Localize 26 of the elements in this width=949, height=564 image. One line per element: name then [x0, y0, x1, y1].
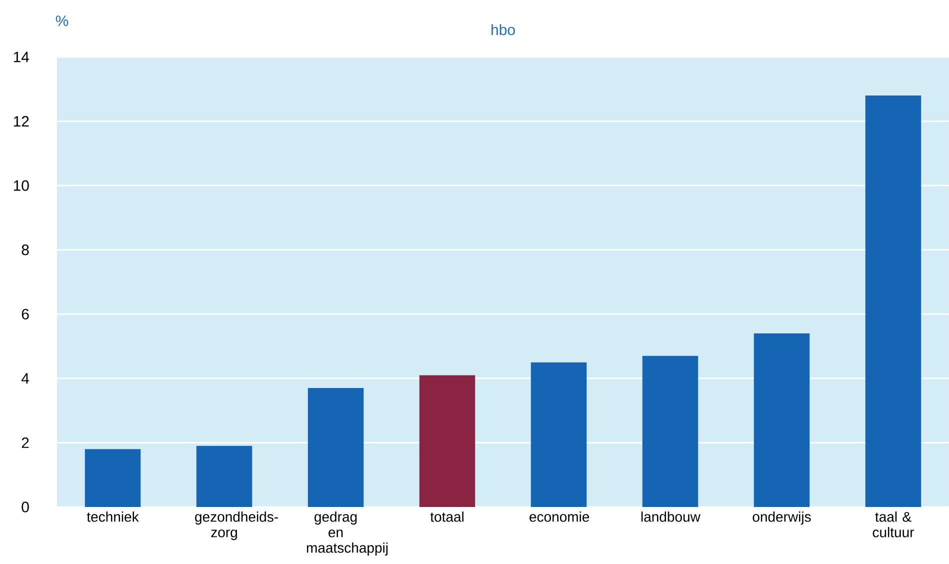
y-tick-label: 2 [22, 437, 29, 448]
y-tick-label: 6 [22, 308, 29, 320]
x-tick-label: totaal [430, 512, 464, 522]
x-tick-label: economie [530, 512, 590, 522]
bar [419, 375, 476, 507]
x-tick-label: gedrag en maatschappij [306, 512, 388, 556]
bar [642, 356, 698, 507]
y-tick-label: 12 [14, 116, 29, 127]
x-tick-label: onderwijs [752, 512, 811, 525]
bar [530, 362, 587, 507]
bar [865, 96, 922, 507]
x-tick-label: gezondheids-zorg [195, 512, 278, 540]
y-tick-label: 4 [21, 373, 30, 384]
bar [308, 388, 364, 507]
x-tick-label: taal & cultuur [872, 512, 914, 538]
x-tick-label: techniek [86, 512, 139, 522]
y-tick-label: 14 [14, 52, 30, 62]
y-tick-label: 10 [14, 180, 29, 191]
x-tick-label: landbouw [641, 512, 700, 522]
bar [754, 333, 810, 507]
chart-title: hbo [492, 24, 515, 36]
bar [196, 446, 252, 507]
y-axis-title: % [56, 16, 68, 26]
y-tick-label: 8 [22, 244, 29, 256]
bar [84, 449, 141, 507]
y-tick-label: 0 [22, 502, 29, 512]
